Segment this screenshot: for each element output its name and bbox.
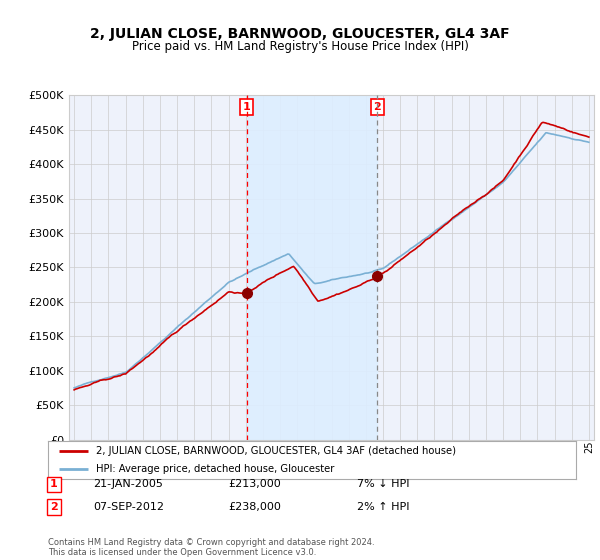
Text: 2: 2 [374, 102, 382, 112]
Text: 7% ↓ HPI: 7% ↓ HPI [357, 479, 409, 489]
Text: 2% ↑ HPI: 2% ↑ HPI [357, 502, 409, 512]
Text: £213,000: £213,000 [228, 479, 281, 489]
Text: Price paid vs. HM Land Registry's House Price Index (HPI): Price paid vs. HM Land Registry's House … [131, 40, 469, 53]
Text: 1: 1 [50, 479, 58, 489]
Text: Contains HM Land Registry data © Crown copyright and database right 2024.
This d: Contains HM Land Registry data © Crown c… [48, 538, 374, 557]
Text: 2: 2 [50, 502, 58, 512]
Text: 2, JULIAN CLOSE, BARNWOOD, GLOUCESTER, GL4 3AF: 2, JULIAN CLOSE, BARNWOOD, GLOUCESTER, G… [90, 27, 510, 41]
Bar [247, 95, 377, 440]
Text: 1: 1 [243, 102, 251, 112]
Text: £238,000: £238,000 [228, 502, 281, 512]
Text: 07-SEP-2012: 07-SEP-2012 [93, 502, 164, 512]
Text: HPI: Average price, detached house, Gloucester: HPI: Average price, detached house, Glou… [95, 464, 334, 474]
Text: 2, JULIAN CLOSE, BARNWOOD, GLOUCESTER, GL4 3AF (detached house): 2, JULIAN CLOSE, BARNWOOD, GLOUCESTER, G… [95, 446, 455, 456]
Text: 21-JAN-2005: 21-JAN-2005 [93, 479, 163, 489]
